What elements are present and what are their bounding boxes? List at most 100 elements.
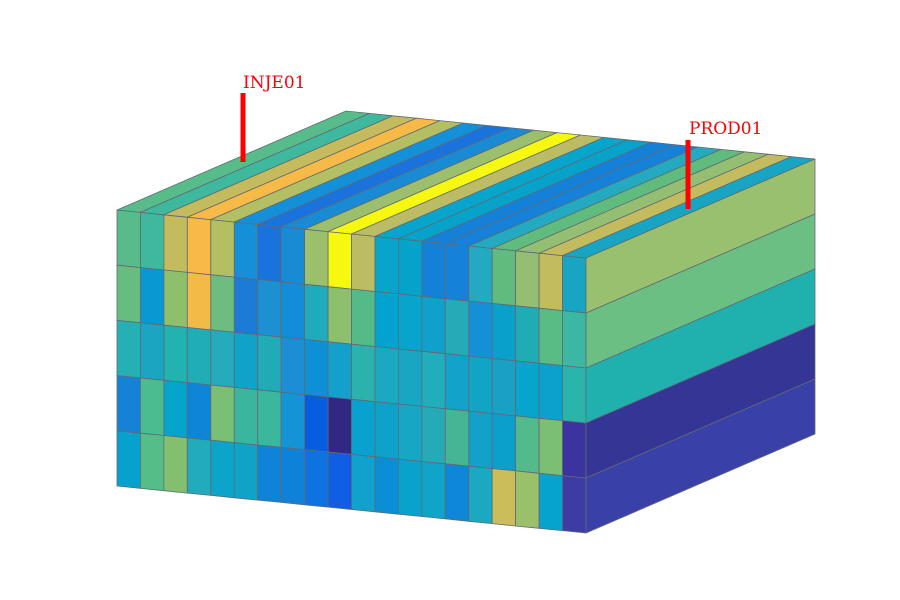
grid-cell	[139, 432, 165, 492]
grid-cell	[421, 461, 446, 520]
grid-cell	[116, 264, 141, 324]
grid-cell	[163, 435, 188, 494]
grid-cell	[468, 245, 493, 304]
grid-cell	[233, 442, 259, 501]
grid-cell	[374, 401, 399, 460]
grid-cell	[327, 341, 352, 400]
grid-cell	[280, 446, 306, 506]
grid-cell	[515, 305, 540, 364]
grid-front-face	[116, 209, 587, 534]
grid-cell	[210, 329, 235, 388]
grid-cell	[280, 336, 306, 396]
grid-cell	[327, 231, 352, 290]
grid-cell	[397, 293, 423, 352]
grid-cell	[186, 271, 212, 331]
grid-cell	[116, 209, 141, 269]
grid-top-face	[116, 110, 816, 259]
grid-cell	[515, 360, 540, 419]
grid-cell	[304, 228, 329, 288]
grid-cell	[210, 384, 235, 444]
grid-cell	[374, 235, 399, 295]
grid-cell	[186, 382, 212, 441]
grid-cell	[538, 417, 563, 477]
grid-cell	[327, 396, 352, 455]
grid-cell	[304, 394, 329, 453]
well-prod01-label: PROD01	[689, 119, 762, 139]
grid-cell	[538, 362, 563, 422]
grid-cell	[257, 223, 282, 283]
grid-cell	[491, 358, 516, 417]
grid-cell	[397, 458, 423, 517]
grid-cell	[186, 437, 212, 496]
grid-cell	[280, 226, 306, 285]
grid-cell	[139, 322, 165, 381]
grid-cell	[444, 298, 470, 357]
grid-cell	[280, 391, 306, 451]
grid-cell	[257, 389, 282, 448]
grid-cell	[374, 346, 399, 405]
grid-cell	[515, 415, 540, 474]
grid-cell	[327, 286, 352, 345]
grid-cell	[374, 456, 399, 515]
grid-cell	[257, 279, 282, 338]
grid-cell	[116, 319, 141, 379]
grid-cell	[397, 348, 423, 407]
grid-cell	[186, 327, 212, 386]
grid-cell	[351, 288, 376, 348]
grid-cell	[397, 403, 423, 462]
grid-cell	[538, 307, 563, 367]
grid-cell	[538, 472, 563, 531]
grid-right-layer	[585, 378, 816, 534]
grid-cell	[468, 465, 493, 524]
grid-cell	[257, 444, 282, 503]
grid-cell	[444, 408, 470, 467]
grid-cell	[139, 377, 165, 436]
grid-cell	[421, 240, 446, 300]
grid-cell	[186, 216, 212, 276]
grid-cell	[515, 470, 540, 529]
grid-cell	[374, 291, 399, 350]
grid-cell	[444, 353, 470, 412]
grid-cell	[163, 324, 188, 384]
grid-cell	[304, 338, 329, 398]
grid-cell	[139, 211, 165, 271]
grid-cell	[210, 219, 235, 278]
grid-cell	[163, 269, 188, 328]
grid-cell	[421, 295, 446, 355]
grid-cell	[163, 214, 188, 273]
grid-cell	[562, 365, 587, 424]
grid-cell	[304, 283, 329, 343]
well-markers: INJE01 PROD01	[240, 73, 762, 209]
grid-cell	[491, 413, 516, 472]
grid-cell	[468, 355, 493, 414]
grid-cell	[304, 449, 329, 508]
grid-cell	[257, 334, 282, 393]
grid-cell	[562, 255, 587, 314]
grid-cell	[491, 247, 516, 307]
grid-cell	[468, 300, 493, 359]
well-inje01-label: INJE01	[243, 73, 305, 93]
grid-cell	[233, 276, 259, 336]
grid-cell	[421, 405, 446, 465]
grid-cell	[562, 310, 587, 369]
grid-cell	[233, 331, 259, 391]
grid-cell	[233, 386, 259, 446]
grid-cell	[491, 302, 516, 362]
grid-cell	[538, 252, 563, 312]
grid-cell	[210, 274, 235, 333]
grid-cell	[210, 439, 235, 499]
grid-cell	[233, 221, 259, 280]
grid-cell	[163, 379, 188, 439]
grid-cell	[280, 281, 306, 340]
grid-cell	[351, 343, 376, 403]
grid-cell	[421, 350, 446, 410]
grid-cell	[397, 238, 423, 297]
grid-cell	[351, 233, 376, 292]
grid-cell	[351, 453, 376, 513]
grid-cell	[444, 243, 470, 302]
grid-cell	[351, 398, 376, 458]
grid-cell	[562, 475, 587, 534]
grid-cell	[327, 451, 352, 510]
grid-right-face	[585, 158, 816, 534]
